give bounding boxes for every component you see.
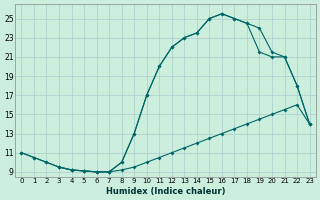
X-axis label: Humidex (Indice chaleur): Humidex (Indice chaleur) <box>106 187 225 196</box>
